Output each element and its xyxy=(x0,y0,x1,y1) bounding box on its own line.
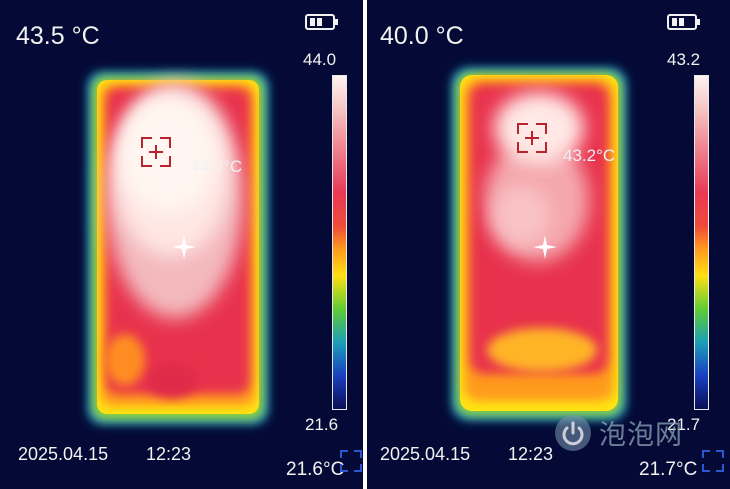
min-temperature: 21.7°C xyxy=(639,459,698,480)
target-reticle-icon xyxy=(141,137,171,167)
color-scale-bar xyxy=(694,75,709,410)
phone-heatmap-left xyxy=(88,72,268,424)
capture-date: 2025.04.15 xyxy=(18,444,109,464)
scale-max-label: 44.0 xyxy=(303,50,337,69)
scale-max-label: 43.2 xyxy=(667,50,701,69)
capture-time: 12:23 xyxy=(146,444,192,464)
phone-heatmap-right xyxy=(452,68,626,420)
center-temperature: 40.0 °C xyxy=(380,22,464,50)
target-reticle-icon xyxy=(517,123,547,153)
scale-min-label: 21.6 xyxy=(305,415,339,434)
battery-icon xyxy=(305,14,338,30)
center-temperature: 43.5 °C xyxy=(16,22,100,50)
hotspot-temperature: 44.0°C xyxy=(190,157,243,176)
hotspot-temperature: 43.2°C xyxy=(563,146,616,165)
scale-min-label: 21.7 xyxy=(667,415,701,434)
battery-icon xyxy=(667,14,700,30)
thermal-panel-right: 40.0 °C 43.2 21.7 43.2°C 2025.04.15 12:2… xyxy=(367,0,730,489)
power-logo-icon xyxy=(555,414,591,451)
crosshair-icon xyxy=(533,235,557,259)
crosshair-icon xyxy=(172,235,196,259)
min-target-icon xyxy=(702,450,724,472)
watermark: 泡泡网 xyxy=(555,413,683,452)
watermark-text: 泡泡网 xyxy=(599,420,683,451)
min-temperature: 21.6°C xyxy=(286,459,345,480)
color-scale-bar xyxy=(332,75,347,410)
thermal-panel-left: 43.5 °C 44.0 21.6 44.0°C 2025.04.15 12:2… xyxy=(0,0,363,489)
capture-date: 2025.04.15 xyxy=(380,444,471,464)
min-target-icon xyxy=(340,450,362,472)
capture-time: 12:23 xyxy=(508,444,554,464)
